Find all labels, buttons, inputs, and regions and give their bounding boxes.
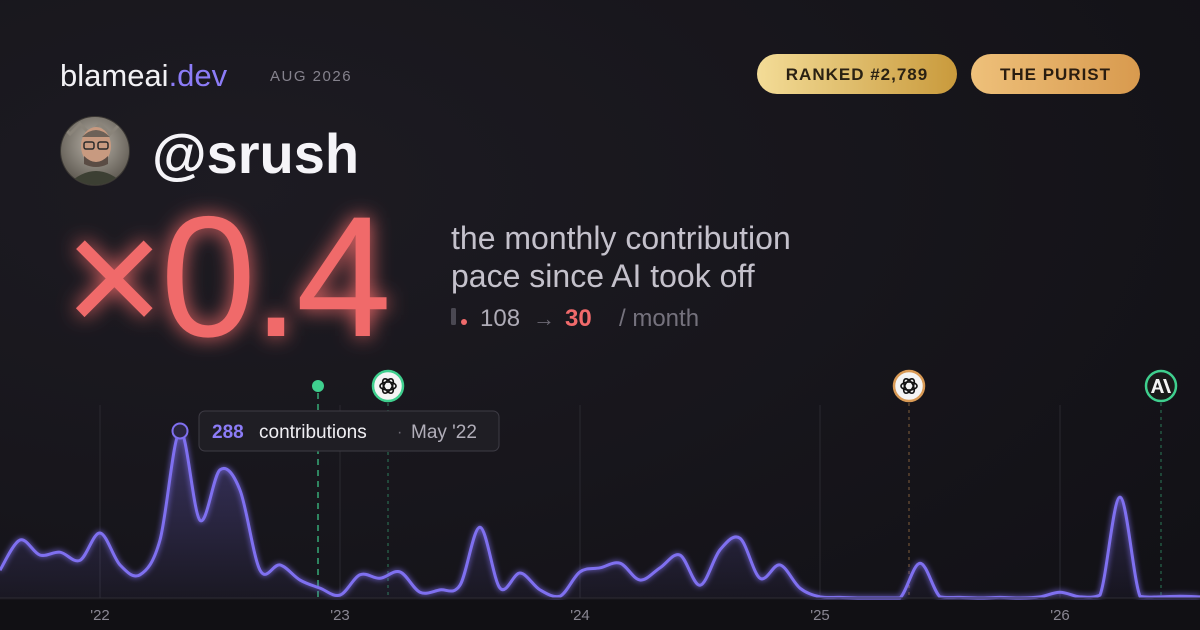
plot xyxy=(0,422,1200,600)
avatar xyxy=(60,116,130,186)
events xyxy=(312,369,1178,598)
x-tick-label: '22 xyxy=(90,607,110,624)
event-dot xyxy=(312,380,324,392)
area xyxy=(0,430,1200,598)
anthropic-icon xyxy=(1144,369,1178,403)
tooltip-month: May '22 xyxy=(411,422,477,443)
arrow: → xyxy=(533,306,555,331)
description-line: the monthly contribution xyxy=(451,220,791,256)
tooltip-label: contributions xyxy=(259,422,367,443)
openai-icon xyxy=(371,369,405,403)
rank-badge: RANKED #2,789 xyxy=(786,65,928,84)
handle: @srush xyxy=(152,122,359,185)
persona-badge: THE PURIST xyxy=(1000,65,1111,84)
tooltip-value: 288 xyxy=(212,422,244,443)
pace-icon xyxy=(451,308,456,325)
brand: blameai.dev xyxy=(60,58,228,93)
rank-badge-bg xyxy=(757,54,957,94)
x-tick-label: '24 xyxy=(570,607,590,624)
persona-badge-bg xyxy=(971,54,1140,94)
multiplier: ×0.4 xyxy=(64,181,388,373)
before-pace: 108 xyxy=(480,305,520,332)
tooltip-separator: · xyxy=(397,424,402,441)
x-tick-label: '23 xyxy=(330,607,350,624)
axis-band xyxy=(0,600,1200,630)
openai-icon xyxy=(892,369,926,403)
x-tick-label: '25 xyxy=(810,607,830,624)
tooltip-box xyxy=(198,410,500,452)
tooltip: 288 contributions · May '22 xyxy=(198,410,500,452)
unit: / month xyxy=(619,305,699,332)
description-line: pace since AI took off xyxy=(451,258,755,294)
period: AUG 2026 xyxy=(270,68,352,85)
x-tick-label: '26 xyxy=(1050,607,1070,624)
highlight-point xyxy=(171,422,189,440)
after-pace: 30 xyxy=(565,305,592,332)
pace-icon xyxy=(461,319,467,325)
x-axis: '22 '23 '24 '25 '26 xyxy=(90,607,1070,624)
